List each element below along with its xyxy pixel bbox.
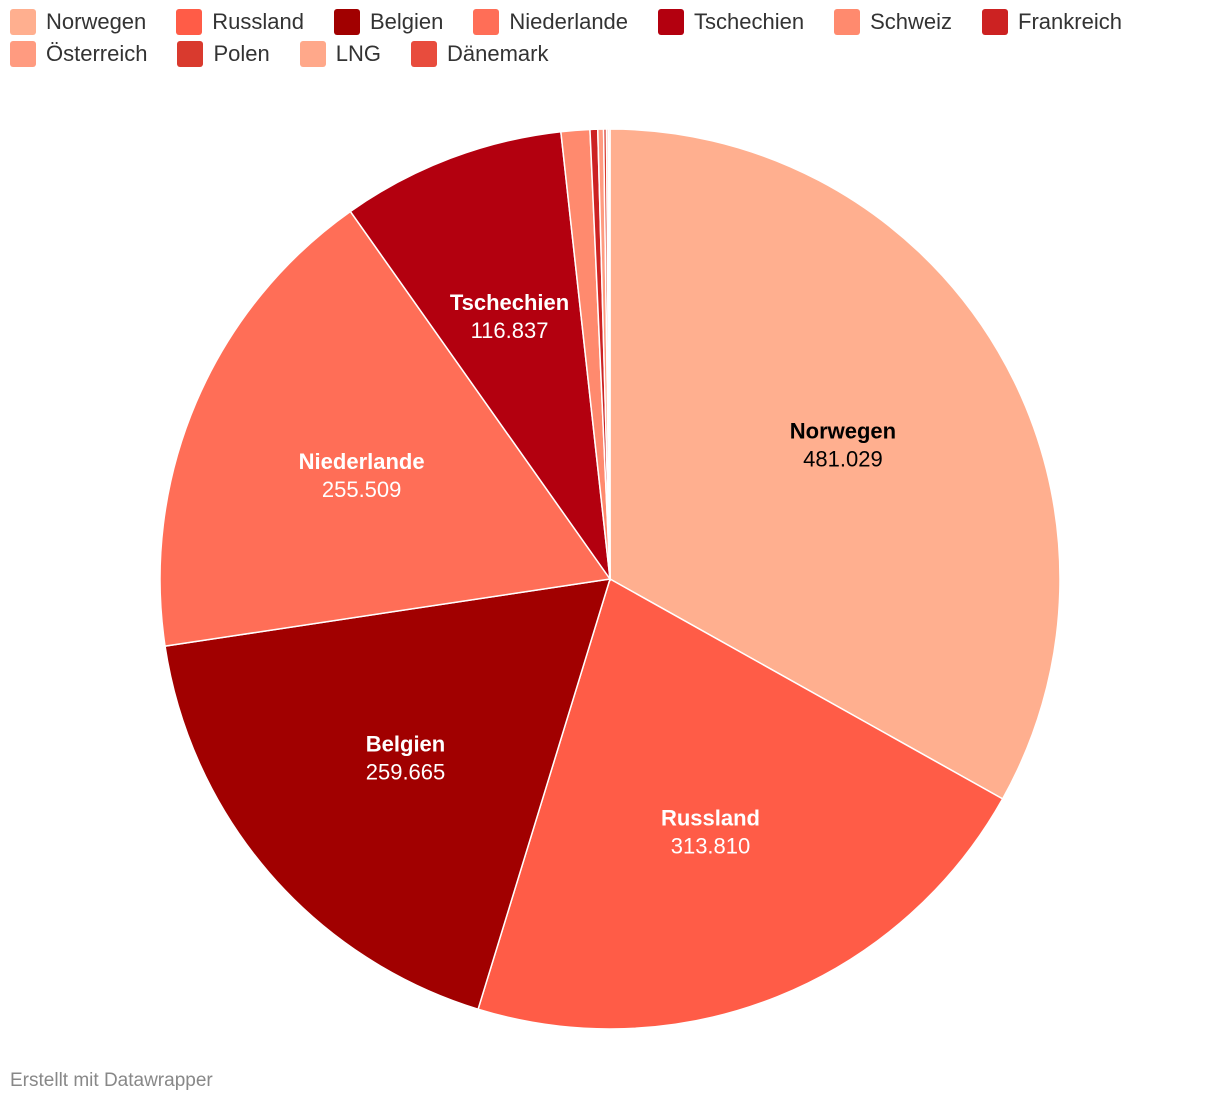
legend-label: LNG	[335, 41, 382, 66]
slice-label-name: Belgien	[366, 731, 445, 756]
legend-item-tschechien: Tschechien	[658, 8, 804, 36]
slice-label-value: 255.509	[322, 477, 402, 502]
legend-item-russland: Russland	[176, 8, 304, 36]
legend-swatch	[299, 41, 326, 67]
pie-slice-niederlande	[159, 210, 612, 647]
legend-label: Belgien	[370, 9, 444, 34]
chart-legend: Norwegen Russland Belgien Niederlande Tschec…	[10, 8, 1200, 68]
legend-label: Dänemark	[447, 41, 549, 66]
slice-label-value: 481.029	[803, 446, 883, 471]
legend-swatch	[411, 41, 438, 67]
legend-label: Österreich	[46, 41, 148, 66]
datawrapper-credit: Erstellt mit Datawrapper	[10, 1070, 213, 1091]
legend-swatch	[10, 41, 36, 67]
legend-label: Tschechien	[694, 9, 805, 34]
legend-label: Polen	[213, 41, 270, 66]
legend-swatch	[473, 9, 500, 35]
legend-swatch	[177, 41, 204, 67]
slice-label-name: Tschechien	[450, 290, 569, 315]
legend-item-schweiz: Schweiz	[834, 8, 952, 36]
pie-slice-norwegen	[609, 128, 1061, 800]
legend-swatch	[834, 9, 861, 35]
legend-label: Frankreich	[1018, 9, 1122, 34]
slice-label-name: Norwegen	[790, 418, 896, 443]
slice-label-name: Niederlande	[299, 449, 425, 474]
legend-swatch	[10, 9, 36, 35]
legend-item-lng: LNG	[299, 40, 382, 68]
slice-label-value: 259.665	[366, 759, 446, 784]
pie-slice-russland	[477, 577, 1004, 1030]
legend-swatch	[658, 9, 685, 35]
slice-label-value: 313.810	[671, 834, 751, 859]
legend-swatch	[334, 9, 360, 35]
legend-item-norwegen: Norwegen	[10, 8, 146, 36]
legend-swatch	[176, 9, 203, 35]
pie-slice-tschechien	[349, 130, 612, 582]
legend-item-osterreich: Österreich	[10, 40, 147, 68]
legend-label: Norwegen	[46, 9, 147, 34]
legend-label: Russland	[212, 9, 304, 34]
slice-label-value: 116.837	[471, 318, 549, 343]
legend-item-frankreich: Frankreich	[982, 8, 1122, 36]
legend-label: Niederlande	[509, 9, 629, 34]
pie-slice-danemark	[607, 128, 611, 580]
pie-slice-belgien	[164, 578, 612, 1011]
legend-item-niederlande: Niederlande	[473, 8, 628, 36]
legend-swatch	[982, 9, 1009, 35]
legend-item-danemark: Dänemark	[411, 40, 549, 68]
slice-label-name: Russland	[661, 806, 760, 831]
legend-label: Schweiz	[870, 9, 953, 34]
legend-item-belgien: Belgien	[334, 8, 443, 36]
legend-item-polen: Polen	[177, 40, 270, 68]
